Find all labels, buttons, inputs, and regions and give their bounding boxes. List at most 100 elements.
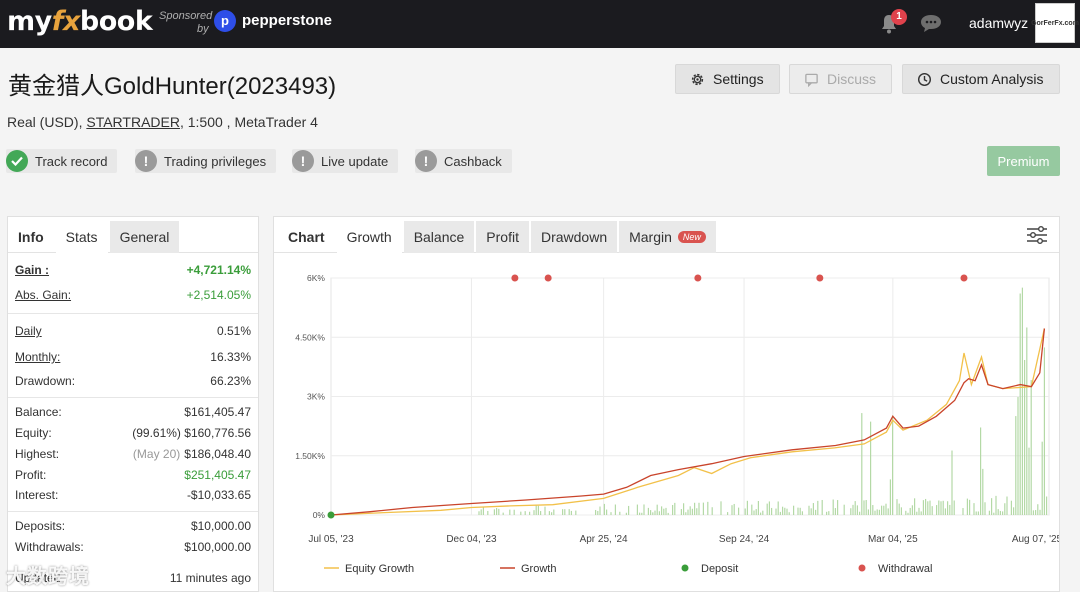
- settings-button[interactable]: Settings: [675, 64, 780, 94]
- stat-row-interest: Interest: -$10,033.65: [15, 488, 251, 506]
- activity-bar: [1039, 509, 1041, 515]
- activity-bar: [779, 511, 781, 515]
- premium-button[interactable]: Premium: [987, 146, 1060, 176]
- notification-count-badge[interactable]: 1: [891, 9, 907, 25]
- activity-bar: [674, 502, 676, 515]
- stat-value: $160,776.56: [184, 426, 251, 440]
- activity-bar: [821, 499, 823, 515]
- cashback-badge[interactable]: ! Cashback: [415, 149, 512, 173]
- username[interactable]: adamwyz: [969, 15, 1029, 31]
- track-record-badge[interactable]: Track record: [6, 149, 118, 173]
- activity-bar: [995, 495, 997, 515]
- tab-drawdown[interactable]: Drawdown: [530, 221, 618, 253]
- stat-label[interactable]: Monthly:: [15, 350, 61, 364]
- chart-panel-tabs: Chart Growth Balance Profit Drawdown Mar…: [274, 217, 1059, 253]
- stat-label[interactable]: Gain :: [15, 263, 50, 277]
- activity-bar: [570, 510, 572, 515]
- activity-bar: [702, 502, 704, 515]
- stat-label: Withdrawals:: [15, 540, 84, 554]
- activity-bar: [1028, 447, 1030, 515]
- activity-bar: [696, 508, 698, 515]
- stat-row-daily: Daily 0.51%: [15, 324, 251, 342]
- legend-swatch: [681, 564, 689, 572]
- tab-growth[interactable]: Growth: [336, 221, 402, 253]
- tab-general[interactable]: General: [109, 221, 180, 253]
- myfxbook-logo[interactable]: myfxbook: [7, 6, 153, 37]
- activity-bar: [850, 508, 852, 515]
- stat-label: Highest:: [15, 447, 60, 461]
- activity-bar: [597, 510, 599, 515]
- activity-bar: [599, 506, 601, 515]
- activity-bar: [606, 509, 608, 515]
- activity-bar: [980, 427, 982, 515]
- activity-bar: [872, 505, 874, 515]
- stat-row-deposits: Deposits: $10,000.00: [15, 519, 251, 537]
- stat-label: Profit:: [15, 468, 47, 482]
- activity-bar: [691, 508, 693, 515]
- withdrawal-marker: [694, 274, 702, 282]
- growth-series-line: [330, 328, 1046, 516]
- chart-settings-sliders-icon[interactable]: [1026, 226, 1048, 244]
- activity-bar: [777, 501, 779, 515]
- activity-bar: [916, 511, 918, 515]
- activity-bar: [683, 503, 685, 515]
- divider: [8, 397, 258, 398]
- tab-info[interactable]: Info: [18, 229, 44, 245]
- growth-chart[interactable]: 0% 1.50K% 3K% 4.50K% 6K% Jul 05, '23 Dec 04, '…: [274, 261, 1059, 591]
- tab-profit[interactable]: Profit: [476, 221, 529, 253]
- activity-bar: [619, 511, 621, 515]
- activity-bar: [614, 504, 616, 515]
- comment-icon: [805, 73, 818, 87]
- activity-bar: [509, 509, 511, 515]
- tab-margin[interactable]: Margin New: [619, 221, 716, 253]
- stat-label[interactable]: Abs. Gain:: [15, 288, 72, 302]
- trading-privileges-badge[interactable]: ! Trading privileges: [135, 149, 277, 173]
- activity-bar: [771, 507, 773, 515]
- activity-bar: [480, 509, 482, 515]
- divider: [8, 511, 258, 512]
- activity-bar: [907, 512, 909, 515]
- sponsored-by-label: Sponsored by: [159, 10, 213, 35]
- activity-bar: [636, 504, 638, 515]
- check-icon: [6, 150, 28, 172]
- activity-bar: [947, 501, 949, 515]
- activity-bar: [881, 505, 883, 515]
- activity-bar: [966, 498, 968, 515]
- activity-bar: [768, 501, 770, 515]
- custom-analysis-button[interactable]: Custom Analysis: [902, 64, 1060, 94]
- pepperstone-name[interactable]: pepperstone: [242, 12, 333, 29]
- activity-bar: [540, 511, 542, 515]
- stat-value: -$10,033.65: [186, 488, 251, 502]
- tab-chart[interactable]: Chart: [288, 229, 325, 245]
- exclamation-icon: !: [135, 150, 157, 172]
- activity-bar: [782, 506, 784, 515]
- activity-bar: [698, 502, 700, 515]
- activity-bar: [1035, 510, 1037, 515]
- activity-bar: [925, 498, 927, 515]
- stat-row-abs-gain: Abs. Gain: +2,514.05%: [15, 288, 251, 306]
- avatar[interactable]: GorFerFx.com: [1031, 3, 1079, 43]
- discuss-button[interactable]: Discuss: [789, 64, 892, 94]
- broker-link[interactable]: STARTRADER: [86, 114, 180, 130]
- legend-label: Equity Growth: [345, 563, 414, 575]
- tab-stats[interactable]: Stats: [55, 221, 108, 253]
- equity-growth-series-line: [330, 328, 1046, 516]
- activity-bar: [975, 511, 977, 515]
- stat-label[interactable]: Daily: [15, 324, 42, 338]
- activity-bar: [793, 505, 795, 515]
- activity-bar: [988, 510, 990, 515]
- chat-bubble-icon[interactable]: [920, 13, 942, 33]
- activity-bar: [643, 504, 645, 515]
- activity-bar: [914, 498, 916, 515]
- tab-balance[interactable]: Balance: [403, 221, 475, 253]
- withdrawal-marker: [960, 274, 968, 282]
- activity-bar: [786, 508, 788, 515]
- live-update-badge[interactable]: ! Live update: [292, 149, 399, 173]
- activity-bar: [993, 512, 995, 515]
- activity-bar: [826, 511, 828, 515]
- highest-date: (May 20): [132, 447, 181, 461]
- pepperstone-logo-icon[interactable]: p: [214, 10, 236, 32]
- stat-row-monthly: Monthly: 16.33%: [15, 350, 251, 368]
- activity-bar: [694, 502, 696, 515]
- activity-bar: [837, 500, 839, 515]
